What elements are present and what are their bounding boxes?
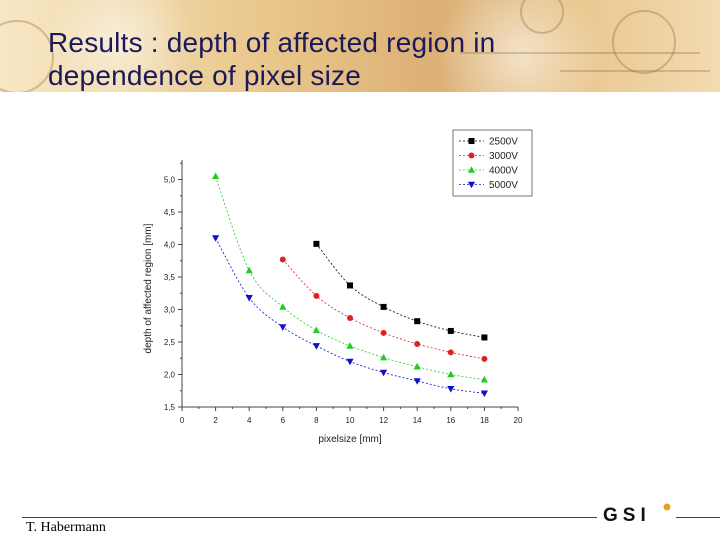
x-tick-label: 4 — [247, 416, 252, 425]
legend-marker — [467, 181, 476, 189]
data-point — [413, 362, 421, 370]
data-point — [447, 370, 455, 378]
legend-marker — [467, 166, 476, 173]
data-point — [480, 390, 488, 398]
series-line — [215, 176, 485, 381]
legend-label: 3000V — [489, 151, 518, 162]
data-point — [347, 314, 353, 321]
slide-title: Results : depth of affected region in de… — [48, 27, 496, 91]
y-tick-label: 3,0 — [164, 306, 176, 315]
x-tick-label: 12 — [379, 416, 388, 425]
y-tick-label: 2,5 — [164, 338, 176, 347]
series-3000v — [279, 256, 488, 362]
x-tick-label: 0 — [180, 416, 185, 425]
footer-divider — [22, 517, 597, 518]
title-banner — [0, 0, 720, 92]
legend-label: 4000V — [489, 166, 518, 177]
svg-text:GSI: GSI — [603, 505, 651, 526]
y-tick-label: 4,5 — [164, 208, 176, 217]
data-point — [313, 240, 320, 247]
legend: 2500V 3000V 4000V 5000V — [452, 129, 533, 197]
legend-label: 2500V — [489, 137, 518, 148]
data-point — [312, 326, 320, 334]
series-5000v — [212, 235, 488, 398]
x-axis-label: pixelsize [mm] — [318, 434, 382, 445]
series-4000v — [212, 172, 488, 383]
data-point — [312, 343, 320, 350]
legend-label: 5000V — [489, 180, 518, 191]
data-point — [380, 369, 388, 377]
x-tick-label: 20 — [514, 416, 523, 425]
gsi-logo: GSI — [603, 503, 671, 526]
data-point — [279, 256, 286, 263]
y-tick-label: 1,5 — [164, 403, 176, 412]
series-line — [316, 243, 485, 338]
data-point — [447, 349, 454, 356]
y-axis-label: depth of affected region [mm] — [143, 223, 154, 353]
y-tick-label: 4,0 — [164, 241, 176, 250]
data-point — [346, 358, 354, 366]
data-point — [481, 334, 488, 341]
data-point — [212, 172, 220, 180]
x-tick-label: 6 — [281, 416, 286, 425]
y-tick-label: 5,0 — [164, 176, 176, 185]
x-tick-label: 14 — [413, 416, 422, 425]
data-point — [414, 318, 421, 325]
data-point — [413, 378, 421, 385]
data-point — [212, 235, 220, 242]
data-point — [245, 266, 253, 274]
legend-marker — [468, 138, 475, 144]
x-tick-label: 2 — [213, 416, 218, 425]
data-point — [481, 355, 488, 362]
legend-box — [452, 129, 533, 197]
data-point — [347, 282, 353, 289]
x-tick-label: 10 — [346, 416, 355, 425]
x-tick-label: 16 — [446, 416, 455, 425]
legend-marker — [468, 152, 475, 159]
data-point — [279, 303, 287, 310]
data-point — [245, 295, 253, 302]
data-point — [380, 329, 387, 336]
data-point — [380, 353, 388, 361]
data-point — [447, 386, 455, 393]
y-tick-label: 2,0 — [164, 371, 176, 380]
data-point — [279, 324, 287, 331]
data-point — [447, 327, 454, 334]
author-name: T. Habermann — [26, 520, 106, 535]
footer-divider-right — [676, 517, 720, 518]
data-point — [313, 292, 320, 299]
data-point — [380, 303, 387, 310]
data-point — [346, 342, 354, 349]
data-point — [414, 340, 421, 347]
x-tick-label: 18 — [480, 416, 489, 425]
y-tick-label: 3,5 — [164, 273, 176, 282]
x-tick-label: 8 — [314, 416, 319, 425]
data-point — [480, 375, 488, 383]
series-2500v — [313, 240, 488, 341]
